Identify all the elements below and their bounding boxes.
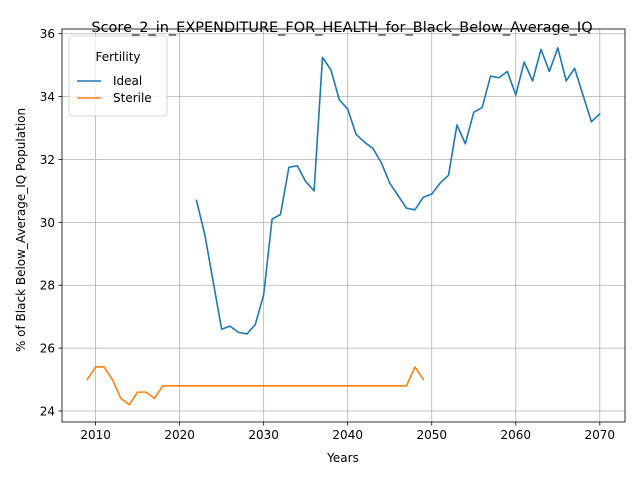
- series-lines: [86, 47, 601, 406]
- x-tick-label: 2010: [80, 428, 111, 442]
- y-tick-label: 28: [40, 279, 55, 293]
- plot-frame: [61, 28, 626, 423]
- y-tick-label: 24: [40, 404, 55, 418]
- chart-title: Score_2_in_EXPENDITURE_FOR_HEALTH_for_Bl…: [91, 20, 592, 36]
- series-line-ideal: [195, 47, 601, 335]
- x-tick-label: 2050: [416, 428, 447, 442]
- x-tick-label: 2030: [248, 428, 279, 442]
- x-tick-label: 2020: [164, 428, 195, 442]
- y-axis-label: % of Black Below_Average_IQ Population: [14, 108, 28, 352]
- y-tick-label: 32: [40, 153, 55, 167]
- grid-lines: [62, 29, 625, 422]
- x-tick-label: 2040: [332, 428, 363, 442]
- y-tick-label: 26: [40, 342, 55, 356]
- axis-ticks: 2010 2020 2030 2040 2050 2060 2070 24 26 28 30 32 34…: [40, 27, 615, 442]
- y-tick-label: 34: [40, 90, 55, 104]
- y-tick-label: 36: [40, 27, 55, 41]
- legend-label-ideal: Ideal: [113, 74, 142, 88]
- legend: Fertility Ideal Sterile: [68, 35, 168, 117]
- x-tick-label: 2070: [585, 428, 616, 442]
- x-axis-label: Years: [326, 451, 359, 465]
- series-line-sterile: [86, 366, 425, 406]
- legend-label-sterile: Sterile: [113, 91, 152, 105]
- x-tick-label: 2060: [500, 428, 531, 442]
- y-tick-label: 30: [40, 216, 55, 230]
- legend-box: [68, 35, 168, 117]
- legend-title: Fertility: [95, 50, 140, 64]
